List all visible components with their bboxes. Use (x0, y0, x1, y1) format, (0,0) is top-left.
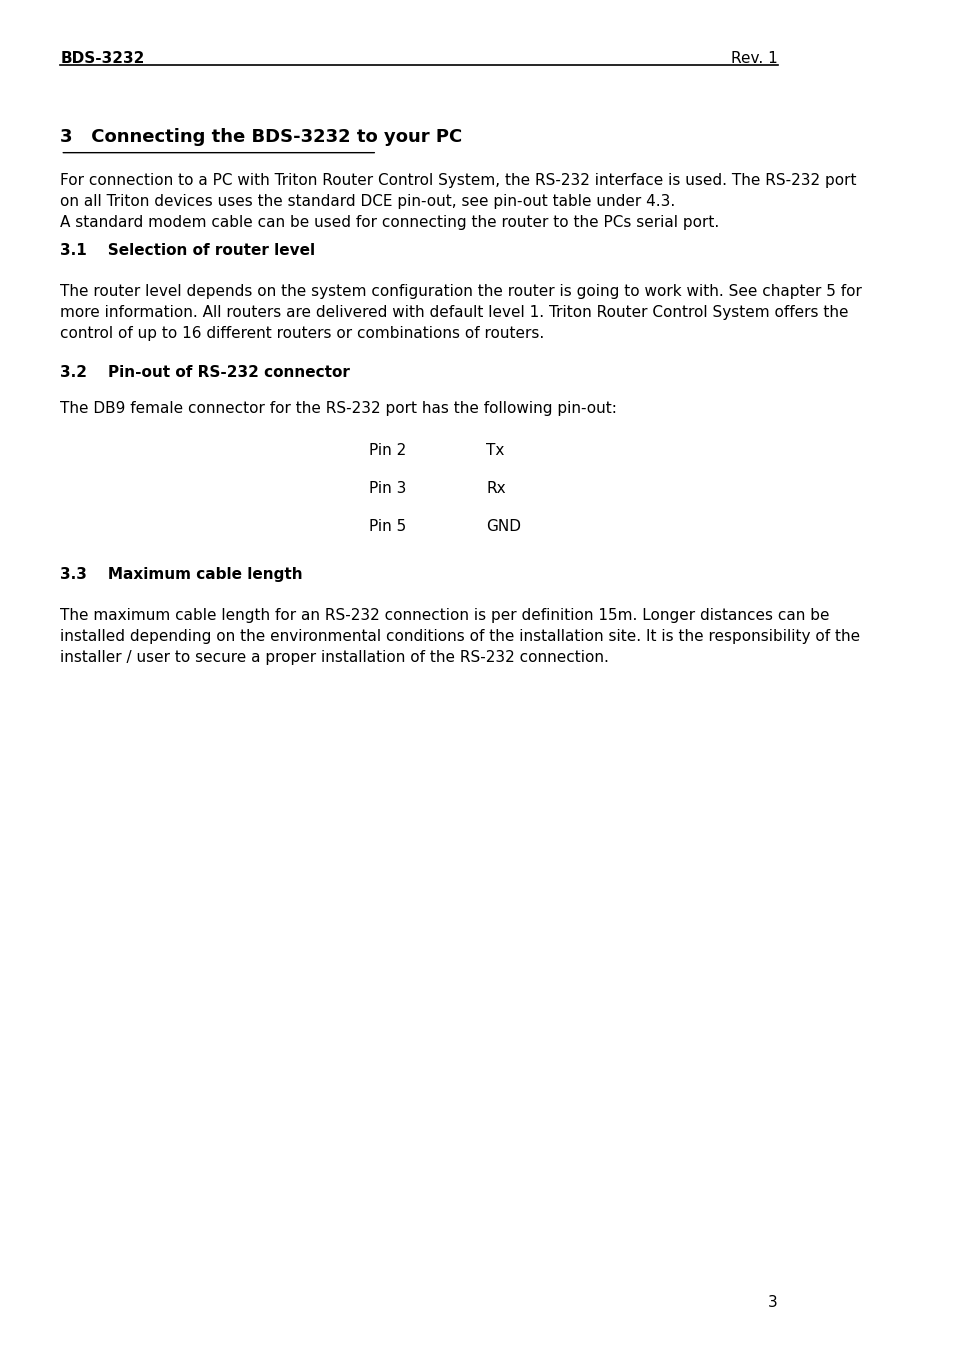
Text: Pin 3: Pin 3 (369, 481, 406, 496)
Text: Tx: Tx (486, 443, 504, 458)
Text: BDS-3232: BDS-3232 (60, 51, 145, 66)
Text: The maximum cable length for an RS-232 connection is per definition 15m. Longer : The maximum cable length for an RS-232 c… (60, 608, 860, 665)
Text: 3.2    Pin-out of RS-232 connector: 3.2 Pin-out of RS-232 connector (60, 365, 350, 380)
Text: GND: GND (486, 519, 520, 534)
Text: 3   Connecting the BDS-3232 to your PC: 3 Connecting the BDS-3232 to your PC (60, 128, 462, 146)
Text: Rev. 1: Rev. 1 (730, 51, 777, 66)
Text: Rx: Rx (486, 481, 505, 496)
Text: 3.3    Maximum cable length: 3.3 Maximum cable length (60, 567, 303, 582)
Text: The DB9 female connector for the RS-232 port has the following pin-out:: The DB9 female connector for the RS-232 … (60, 401, 617, 416)
Text: 3.1    Selection of router level: 3.1 Selection of router level (60, 243, 315, 258)
Text: Pin 5: Pin 5 (369, 519, 406, 534)
Text: The router level depends on the system configuration the router is going to work: The router level depends on the system c… (60, 284, 862, 340)
Text: For connection to a PC with Triton Router Control System, the RS-232 interface i: For connection to a PC with Triton Route… (60, 173, 856, 230)
Text: Pin 2: Pin 2 (369, 443, 406, 458)
Text: 3: 3 (767, 1296, 777, 1310)
